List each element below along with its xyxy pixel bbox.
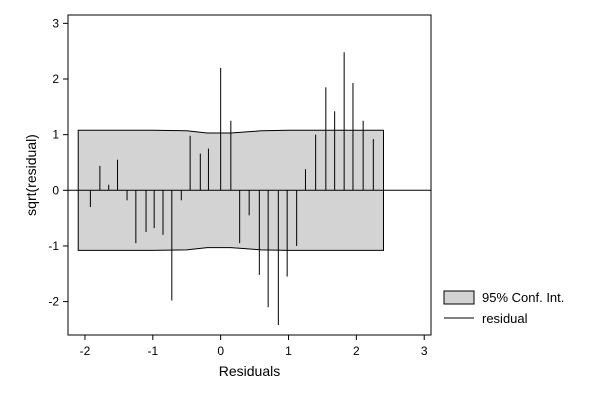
legend-label-conf-int: 95% Conf. Int.: [482, 290, 564, 305]
y-tick-label: 3: [52, 16, 59, 30]
x-tick-label: -1: [147, 344, 158, 358]
y-tick-label: 1: [52, 128, 59, 142]
y-tick-label: -1: [48, 239, 59, 253]
legend-label-residual: residual: [482, 311, 528, 326]
y-tick-label: 0: [52, 183, 59, 197]
y-tick-label: 2: [52, 72, 59, 86]
plot-frame: [67, 14, 432, 336]
axes: -2 -1 0 1 2 3 -2 -1 0 1 2 3: [48, 14, 432, 358]
x-tick-label: -2: [80, 344, 91, 358]
x-axis-title: Residuals: [219, 363, 280, 379]
x-tick-label: 3: [421, 344, 428, 358]
legend-swatch-conf-int: [443, 290, 475, 305]
plot-area: [68, 52, 431, 325]
x-tick-label: 1: [285, 344, 292, 358]
x-tick-label: 2: [353, 344, 360, 358]
x-tick-label: 0: [217, 344, 224, 358]
y-axis-title: sqrt(residual): [23, 134, 39, 216]
legend: 95% Conf. Int. residual: [443, 290, 564, 326]
y-tick-label: -2: [48, 295, 59, 309]
